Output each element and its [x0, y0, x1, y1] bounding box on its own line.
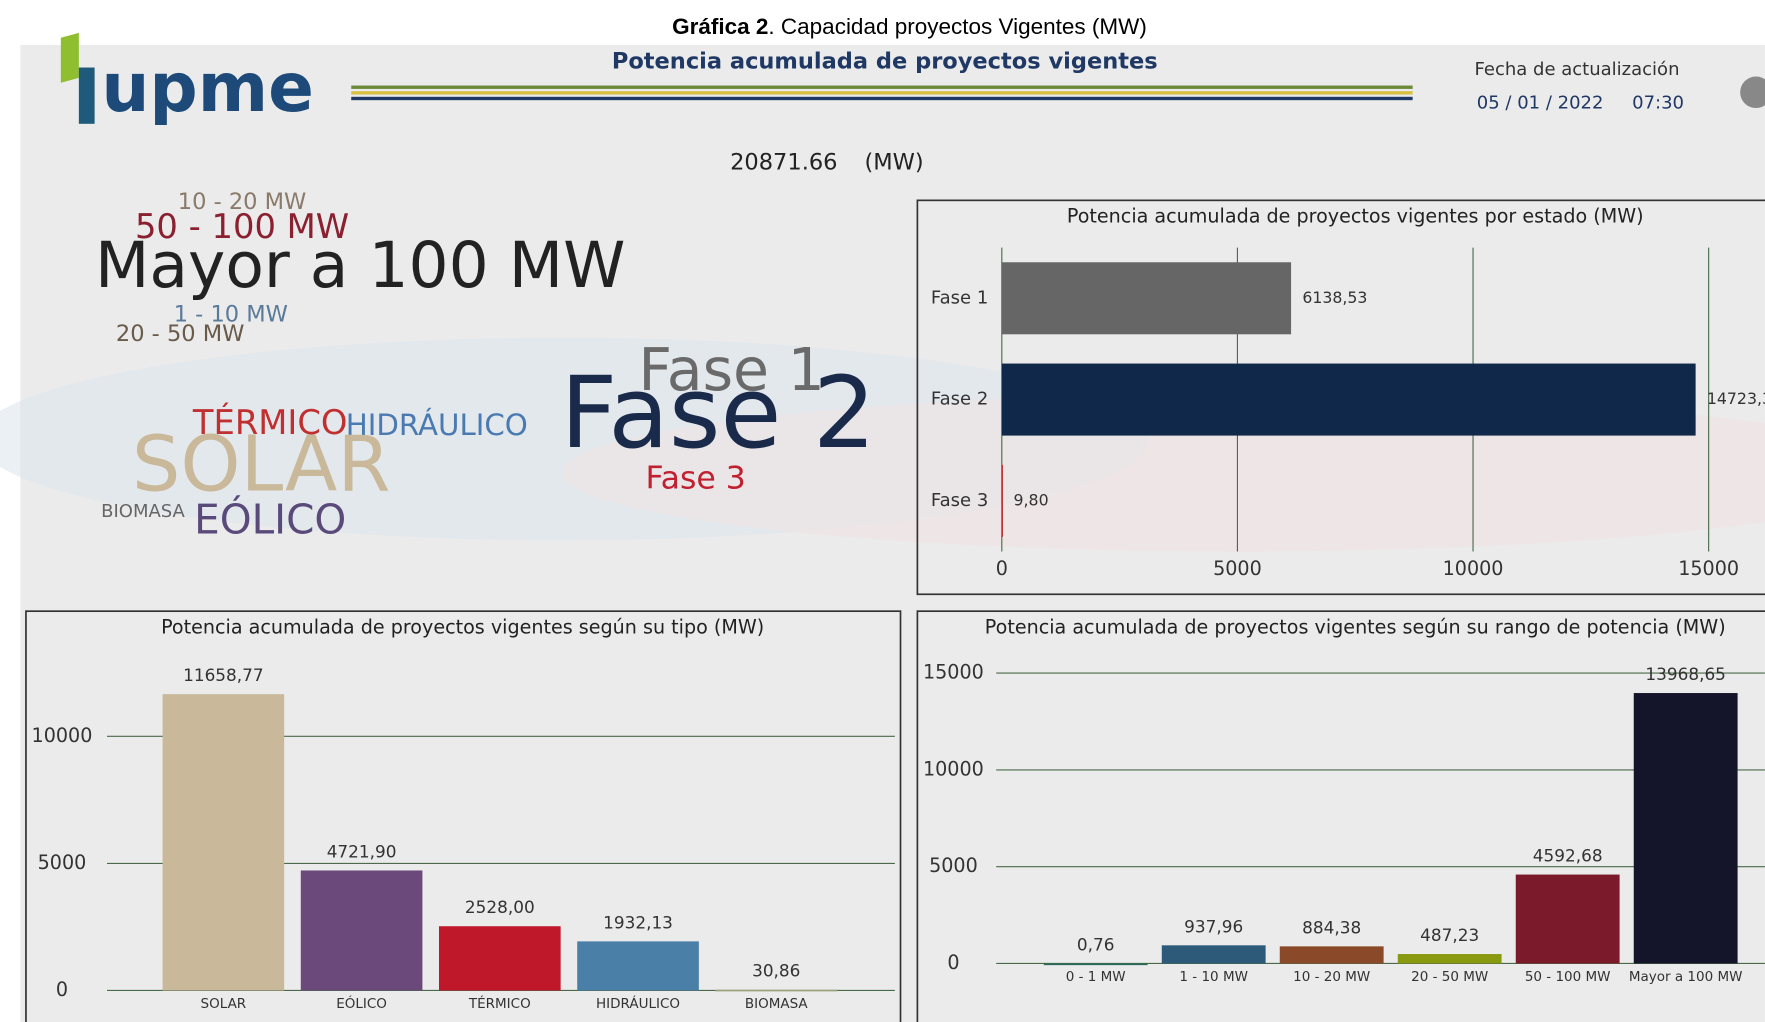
value-label: 884,38	[1302, 917, 1361, 937]
y-tick-label: 0	[56, 978, 68, 1001]
cloud-word: Fase 1	[638, 336, 824, 404]
value-label: 9,80	[1014, 490, 1049, 509]
bar	[1043, 963, 1148, 966]
x-tick-label: 10000	[1443, 557, 1504, 580]
x-tick-label: TÉRMICO	[468, 995, 531, 1012]
y-tick-label: 15000	[923, 661, 984, 684]
y-tick-label: 0	[947, 951, 959, 974]
panel	[916, 610, 1765, 1022]
panel	[916, 199, 1765, 596]
value-label: 487,23	[1420, 925, 1479, 945]
cloud-word: 20 - 50 MW	[116, 321, 245, 347]
value-label: 0,76	[1077, 934, 1115, 954]
x-tick-label: 5000	[1213, 557, 1262, 580]
y-tick-label: 10000	[32, 724, 93, 747]
x-tick-label: SOLAR	[201, 996, 247, 1012]
value-label: 14723,33	[1707, 389, 1765, 408]
value-label: 2528,00	[465, 897, 535, 917]
cloud-word: Fase 2	[560, 356, 876, 471]
cloud-word: 1 - 10 MW	[174, 302, 288, 328]
cloud-word: 10 - 20 MW	[178, 189, 307, 215]
y-tick-label: 5000	[929, 854, 978, 877]
x-tick-label: 50 - 100 MW	[1525, 969, 1611, 985]
bar	[1397, 954, 1502, 964]
x-tick-label: 20 - 50 MW	[1411, 969, 1488, 985]
value-label: 13968,65	[1645, 664, 1726, 684]
cloud-word: EÓLICO	[194, 495, 346, 543]
x-tick-label: 0 - 1 MW	[1066, 969, 1126, 985]
logo: upme	[101, 48, 314, 127]
update-time: 07:30	[1632, 93, 1684, 114]
update-label: Fecha de actualización	[1475, 59, 1680, 80]
bar	[1001, 464, 1003, 537]
header-rule	[351, 85, 1413, 89]
cloud-word: 50 - 100 MW	[135, 207, 349, 246]
x-tick-label: HIDRÁULICO	[596, 995, 680, 1012]
value-label: 937,96	[1184, 916, 1243, 936]
header-rule	[351, 91, 1413, 95]
cloud-word: TÉRMICO	[192, 402, 348, 442]
x-tick-label: 10 - 20 MW	[1293, 969, 1370, 985]
update-date: 05 / 01 / 2022	[1477, 93, 1604, 114]
bar	[1633, 693, 1738, 964]
bar	[162, 694, 285, 991]
bar	[577, 941, 699, 991]
bar	[1515, 874, 1620, 964]
value-label: 6138,53	[1302, 288, 1367, 307]
chart-title: Potencia acumulada de proyectos vigentes…	[985, 616, 1726, 639]
cloud-word: Fase 3	[645, 460, 745, 496]
bar	[1161, 945, 1266, 964]
bar	[1001, 363, 1696, 436]
y-tick-label: Fase 3	[931, 490, 988, 511]
header-title: Potencia acumulada de proyectos vigentes	[612, 48, 1158, 74]
x-tick-label: 0	[996, 557, 1008, 580]
chart-title: Potencia acumulada de proyectos vigentes…	[1067, 205, 1644, 228]
x-tick-label: Mayor a 100 MW	[1629, 969, 1743, 985]
value-label: 4721,90	[327, 841, 397, 861]
logo-shape	[60, 32, 79, 83]
bar	[1001, 262, 1292, 335]
y-tick-label: 5000	[38, 851, 87, 874]
total-value: 20871.66	[730, 150, 837, 176]
value-label: 11658,77	[183, 665, 264, 685]
cloud-word: SOLAR	[132, 420, 391, 509]
panel	[25, 610, 902, 1022]
logo-shape	[78, 67, 95, 124]
bar	[1279, 946, 1384, 964]
x-tick-label: 1 - 10 MW	[1179, 969, 1248, 985]
chart-title: Potencia acumulada de proyectos vigentes…	[161, 616, 764, 639]
bar	[438, 926, 561, 991]
value-label: 30,86	[752, 961, 800, 981]
caption-bold: Gráfica 2	[672, 14, 768, 39]
x-tick-label: 15000	[1678, 557, 1739, 580]
y-tick-label: 10000	[923, 757, 984, 780]
caption: Gráfica 2. Capacidad proyectos Vigentes …	[672, 14, 1147, 39]
cloud-word: BIOMASA	[101, 501, 185, 522]
bar	[300, 870, 423, 991]
cloud-word: Mayor a 100 MW	[95, 228, 625, 302]
icon[interactable]	[1740, 76, 1765, 109]
total-unit: (MW)	[864, 150, 923, 176]
caption-rest: . Capacidad proyectos Vigentes (MW)	[768, 14, 1147, 39]
y-tick-label: Fase 2	[931, 389, 988, 410]
x-tick-label: EÓLICO	[336, 994, 387, 1012]
value-label: 4592,68	[1533, 846, 1603, 866]
cloud-word: HIDRÁULICO	[346, 407, 528, 442]
header-rule	[351, 96, 1413, 101]
value-label: 1932,13	[603, 912, 673, 932]
y-tick-label: Fase 1	[931, 287, 988, 308]
x-tick-label: BIOMASA	[745, 996, 809, 1012]
bar	[715, 989, 838, 992]
